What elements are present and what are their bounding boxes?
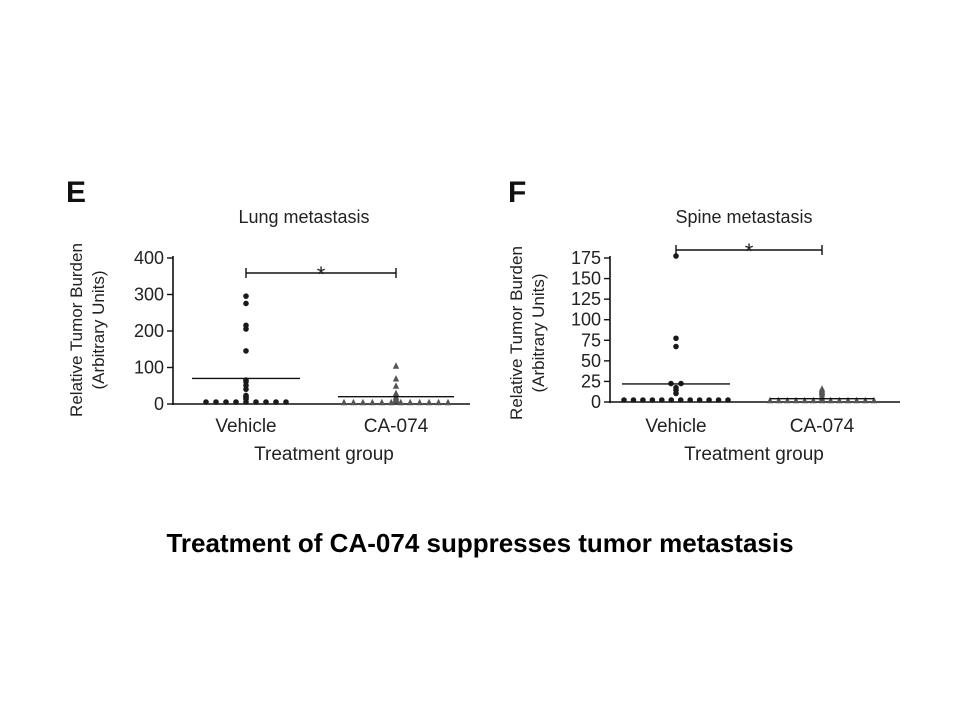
lung-point-vehicle	[283, 399, 289, 405]
spine-y-tick-label: 75	[581, 330, 601, 350]
spine-y-tick-label: 100	[571, 310, 601, 330]
lung-y-tick-label: 400	[134, 248, 164, 268]
spine-point-vehicle	[677, 397, 684, 403]
spine-point-ca-074	[775, 396, 782, 404]
spine-x-axis-label: Treatment group	[684, 444, 824, 465]
spine-panel-label: F	[508, 176, 526, 209]
figure-panels: E Lung metastasis 0 100 200 300 400 Relative Tu…	[66, 176, 900, 465]
spine-y-tick-label: 175	[571, 248, 601, 268]
spine-point-vehicle	[706, 397, 712, 403]
spine-point-vehicle	[687, 397, 693, 403]
spine-y-axis-label-units: (Arbitrary Units)	[529, 273, 548, 392]
spine-point-ca-074	[836, 396, 843, 404]
lung-y-tick-label: 0	[154, 394, 164, 414]
spine-point-ca-074	[827, 396, 834, 404]
lung-point-vehicle	[253, 399, 259, 405]
spine-point-ca-074	[870, 396, 878, 404]
spine-point-vehicle	[668, 397, 675, 403]
spine-point-ca-074	[792, 396, 800, 404]
spine-y-tick-label: 0	[591, 392, 601, 412]
lung-point-vehicle	[243, 293, 249, 299]
lung-significance-star: *	[317, 262, 326, 287]
spine-point-ca-074	[853, 396, 860, 404]
lung-panel-label: E	[66, 176, 86, 209]
lung-y-tick-label: 200	[134, 321, 164, 341]
lung-y-axis-label: Relative Tumor Burden	[67, 243, 86, 417]
lung-point-vehicle	[273, 399, 279, 405]
spine-point-vehicle	[673, 335, 679, 342]
lung-category-label: CA-074	[364, 416, 429, 437]
spine-point-vehicle	[630, 397, 637, 403]
spine-point-vehicle	[659, 397, 665, 403]
lung-point-ca-074	[416, 398, 423, 406]
lung-point-vehicle	[243, 300, 249, 307]
spine-point-vehicle	[673, 384, 679, 391]
spine-point-ca-074	[784, 396, 791, 404]
lung-point-ca-074	[425, 398, 433, 406]
lung-point-ca-074	[350, 398, 357, 406]
spine-point-ca-074	[862, 396, 869, 404]
lung-point-vehicle	[243, 392, 249, 399]
lung-point-vehicle	[223, 399, 229, 405]
spine-point-vehicle	[673, 343, 679, 350]
lung-point-ca-074	[392, 389, 400, 397]
lung-point-ca-074	[392, 362, 400, 369]
lung-point-ca-074	[340, 398, 348, 406]
lung-category-label: Vehicle	[215, 416, 276, 437]
spine-point-vehicle	[673, 253, 679, 259]
lung-point-vehicle	[203, 399, 209, 405]
spine-point-ca-074	[810, 396, 817, 404]
spine-y-axis-label: Relative Tumor Burden	[507, 246, 526, 420]
spine-point-ca-074	[766, 396, 774, 404]
lung-point-ca-074	[369, 398, 376, 406]
spine-point-vehicle	[621, 397, 627, 403]
lung-point-ca-074	[435, 398, 442, 406]
lung-y-tick-label: 300	[134, 285, 164, 305]
spine-chart-title: Spine metastasis	[675, 207, 812, 227]
spine-category-label: Vehicle	[645, 416, 706, 437]
spine-point-ca-074	[801, 396, 808, 404]
spine-point-vehicle	[725, 397, 731, 403]
lung-point-ca-074	[388, 398, 395, 406]
lung-point-vehicle	[213, 399, 219, 405]
spine-significance-star: *	[745, 239, 754, 264]
lung-point-ca-074	[378, 398, 386, 406]
lung-point-ca-074	[444, 398, 452, 406]
lung-point-ca-074	[406, 398, 414, 406]
lung-chart-title: Lung metastasis	[238, 207, 369, 227]
figure-caption: Treatment of CA-074 suppresses tumor met…	[166, 528, 794, 558]
spine-point-ca-074	[844, 396, 852, 404]
spine-point-vehicle	[640, 397, 646, 403]
lung-point-vehicle	[243, 322, 249, 329]
lung-point-vehicle	[263, 399, 269, 405]
spine-point-vehicle	[696, 397, 703, 403]
lung-point-vehicle	[233, 399, 239, 405]
lung-point-ca-074	[392, 382, 400, 389]
spine-point-vehicle	[649, 397, 656, 403]
lung-x-axis-label: Treatment group	[254, 444, 394, 465]
lung-y-tick-label: 100	[134, 358, 164, 378]
spine-y-tick-label: 150	[571, 269, 601, 289]
spine-category-label: CA-074	[790, 416, 855, 437]
lung-point-ca-074	[392, 375, 400, 382]
lung-y-axis-label-units: (Arbitrary Units)	[89, 270, 108, 389]
spine-y-tick-label: 25	[581, 371, 601, 391]
spine-y-tick-label: 125	[571, 289, 601, 309]
spine-point-vehicle	[715, 397, 722, 403]
spine-y-tick-label: 50	[581, 351, 601, 371]
lung-point-vehicle	[243, 348, 249, 354]
spine-point-ca-074	[818, 385, 826, 392]
lung-point-ca-074	[397, 398, 404, 406]
lung-point-ca-074	[359, 398, 367, 406]
